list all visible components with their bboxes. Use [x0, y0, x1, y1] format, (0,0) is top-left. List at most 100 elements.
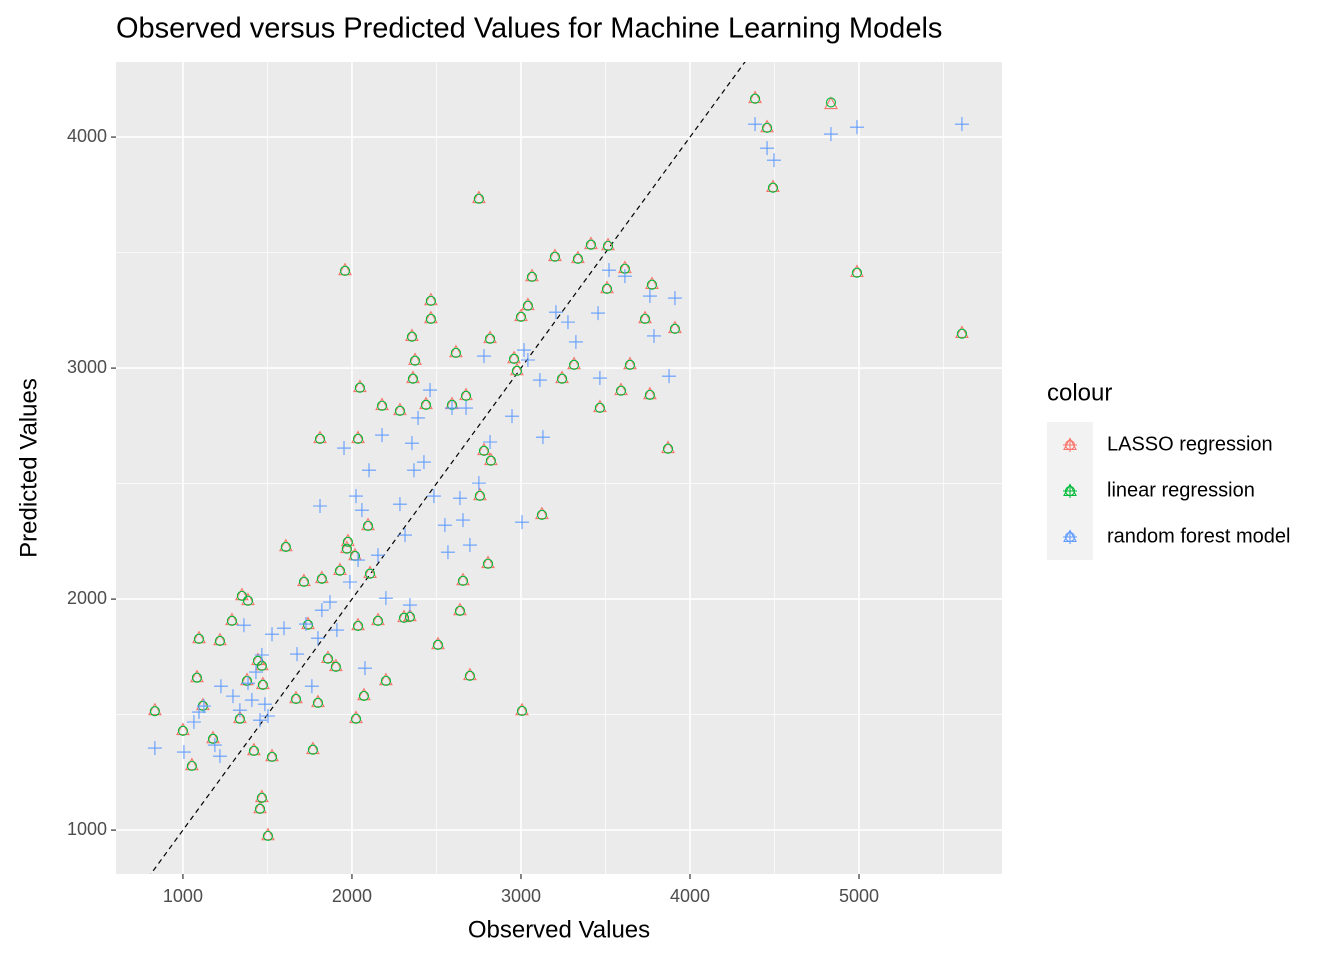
point: [406, 370, 420, 384]
point: [520, 353, 535, 368]
point: [402, 598, 417, 613]
point: [242, 595, 254, 606]
point: [257, 697, 272, 712]
point: [662, 443, 674, 454]
point: [623, 356, 637, 370]
point: [460, 390, 472, 401]
point: [147, 741, 162, 756]
point: [314, 433, 326, 444]
point: [431, 636, 445, 650]
point: [254, 657, 269, 671]
point: [426, 489, 441, 504]
point: [311, 694, 325, 708]
point: [955, 325, 969, 339]
point: [280, 541, 291, 552]
point: [212, 749, 227, 764]
point: [358, 690, 370, 701]
point: [532, 373, 547, 388]
point: [548, 305, 563, 320]
point: [525, 268, 539, 282]
point: [473, 193, 484, 204]
point: [669, 323, 680, 334]
point: [483, 330, 497, 344]
point: [301, 616, 315, 630]
point: [226, 615, 237, 626]
point: [236, 590, 247, 601]
point: [392, 497, 407, 512]
point: [643, 386, 657, 400]
point: [851, 267, 863, 278]
point: [206, 730, 220, 744]
point: [555, 370, 569, 384]
point: [1063, 484, 1077, 498]
plot-area: [147, 62, 969, 874]
point: [244, 693, 259, 708]
point: [312, 697, 324, 708]
point: [601, 237, 615, 251]
point: [1063, 438, 1077, 452]
legend-label: random forest model: [1107, 525, 1290, 547]
point: [592, 371, 607, 386]
point: [393, 402, 407, 416]
point: [192, 630, 206, 644]
point: [568, 359, 580, 370]
point: [349, 489, 364, 504]
point: [364, 568, 376, 579]
point: [824, 96, 838, 110]
point: [482, 558, 494, 569]
point: [363, 565, 377, 579]
point: [411, 410, 426, 425]
point: [290, 693, 302, 704]
point: [476, 349, 491, 364]
point: [454, 605, 466, 616]
point: [352, 620, 364, 631]
point: [646, 328, 661, 343]
point: [646, 279, 658, 290]
point: [349, 710, 363, 724]
y-tick-label: 4000: [67, 126, 107, 146]
point: [549, 251, 560, 262]
point: [352, 433, 364, 444]
point: [352, 379, 367, 393]
point: [409, 355, 421, 366]
point: [329, 623, 344, 638]
point: [509, 362, 524, 376]
point: [594, 402, 605, 413]
point: [462, 538, 477, 553]
point: [448, 344, 463, 358]
point: [457, 575, 469, 586]
point: [248, 665, 263, 680]
point: [766, 153, 781, 168]
point: [176, 745, 191, 760]
point: [526, 271, 538, 282]
point: [515, 702, 529, 716]
point: [535, 506, 549, 520]
point: [420, 399, 432, 410]
point: [375, 428, 390, 443]
point: [361, 517, 375, 531]
point: [419, 396, 433, 410]
point: [184, 757, 199, 771]
point: [766, 179, 780, 193]
point: [370, 548, 385, 563]
point: [471, 476, 486, 491]
point: [266, 751, 278, 762]
point: [474, 490, 485, 501]
point: [464, 670, 475, 681]
point: [484, 333, 496, 344]
y-tick-label: 2000: [67, 588, 107, 608]
point: [328, 658, 343, 672]
point: [313, 430, 327, 444]
point: [404, 611, 415, 622]
point: [362, 520, 374, 531]
point: [645, 276, 659, 290]
point: [762, 122, 773, 133]
point: [339, 540, 354, 554]
point: [767, 182, 779, 193]
x-tick-label: 5000: [839, 886, 879, 906]
point: [507, 350, 521, 364]
point: [297, 573, 311, 587]
point: [213, 632, 227, 646]
point: [186, 714, 201, 729]
point: [248, 745, 259, 756]
